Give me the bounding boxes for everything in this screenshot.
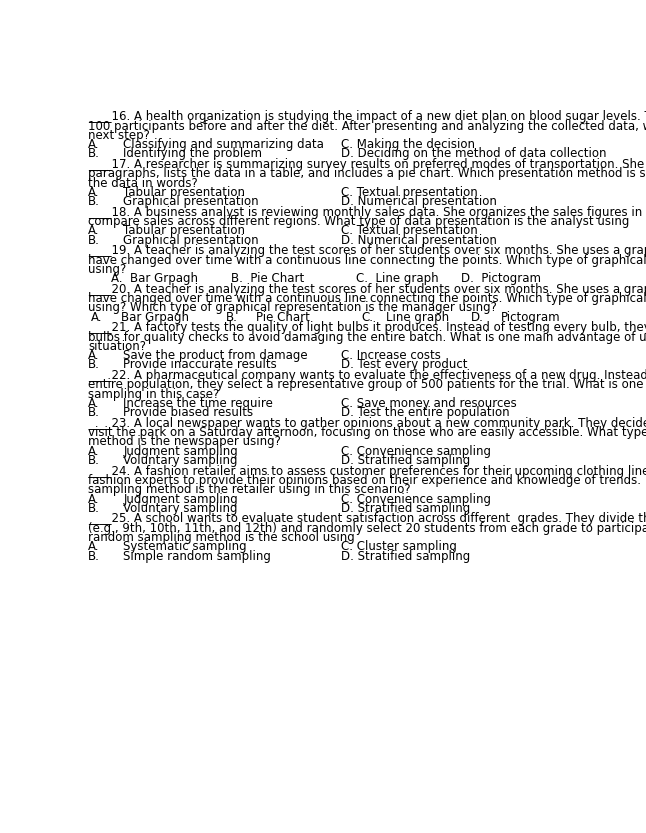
Text: visit the park on a Saturday afternoon, focusing on those who are easily accessi: visit the park on a Saturday afternoon, … <box>89 426 646 439</box>
Text: Voluntary sampling: Voluntary sampling <box>123 454 238 467</box>
Text: B.: B. <box>89 195 100 208</box>
Text: ____18. A business analyst is reviewing monthly sales data. She organizes the sa: ____18. A business analyst is reviewing … <box>89 206 646 219</box>
Text: C. Textual presentation: C. Textual presentation <box>341 186 478 199</box>
Text: Graphical presentation: Graphical presentation <box>123 195 259 208</box>
Text: ____20. A teacher is analyzing the test scores of her students over six months. : ____20. A teacher is analyzing the test … <box>89 282 646 296</box>
Text: C. Increase costs: C. Increase costs <box>341 349 441 362</box>
Text: D. Test every product: D. Test every product <box>341 358 468 372</box>
Text: ____17. A researcher is summarizing survey results on preferred modes of transpo: ____17. A researcher is summarizing surv… <box>89 158 646 171</box>
Text: ____19. A teacher is analyzing the test scores of her students over six months. : ____19. A teacher is analyzing the test … <box>89 244 646 257</box>
Text: have changed over time with a continuous line connecting the points. Which type : have changed over time with a continuous… <box>89 253 646 267</box>
Text: 100 participants before and after the diet. After presenting and analyzing the c: 100 participants before and after the di… <box>89 119 646 132</box>
Text: the data in words?: the data in words? <box>89 177 198 190</box>
Text: Identifying the problem: Identifying the problem <box>123 147 262 161</box>
Text: ____21. A factory tests the quality of light bulbs it produces. Instead of testi: ____21. A factory tests the quality of l… <box>89 322 646 334</box>
Text: D. Stratified sampling: D. Stratified sampling <box>341 550 470 562</box>
Text: Classifying and summarizing data: Classifying and summarizing data <box>123 138 324 151</box>
Text: Judgment sampling: Judgment sampling <box>123 445 238 457</box>
Text: D. Stratified sampling: D. Stratified sampling <box>341 454 470 467</box>
Text: D. Deciding on the method of data collection: D. Deciding on the method of data collec… <box>341 147 607 161</box>
Text: B.: B. <box>89 234 100 247</box>
Text: B.: B. <box>89 454 100 467</box>
Text: C. Convenience sampling: C. Convenience sampling <box>341 492 491 506</box>
Text: fashion experts to provide their opinions based on their experience and knowledg: fashion experts to provide their opinion… <box>89 474 646 487</box>
Text: B.: B. <box>89 147 100 161</box>
Text: B.: B. <box>89 550 100 562</box>
Text: B.: B. <box>89 358 100 372</box>
Text: A.: A. <box>89 397 99 410</box>
Text: C.  Line graph: C. Line graph <box>356 272 439 285</box>
Text: C. Save money and resources: C. Save money and resources <box>341 397 517 410</box>
Text: (e.g., 9th, 10th, 11th, and 12th) and randomly select 20 students from each grad: (e.g., 9th, 10th, 11th, and 12th) and ra… <box>89 521 646 535</box>
Text: A.: A. <box>89 138 99 151</box>
Text: Judgment sampling: Judgment sampling <box>123 492 238 506</box>
Text: Save the product from damage: Save the product from damage <box>123 349 308 362</box>
Text: A.: A. <box>89 445 99 457</box>
Text: A.: A. <box>90 311 102 324</box>
Text: C.: C. <box>361 311 373 324</box>
Text: paragraphs, lists the data in a table, and includes a pie chart. Which presentat: paragraphs, lists the data in a table, a… <box>89 167 646 180</box>
Text: D.  Pictogram: D. Pictogram <box>461 272 541 285</box>
Text: D. Stratified sampling: D. Stratified sampling <box>341 501 470 515</box>
Text: Tabular presentation: Tabular presentation <box>123 186 245 199</box>
Text: random sampling method is the school using: random sampling method is the school usi… <box>89 531 355 544</box>
Text: next step?: next step? <box>89 129 150 142</box>
Text: ____16. A health organization is studying the impact of a new diet plan on blood: ____16. A health organization is studyin… <box>89 110 646 123</box>
Text: Graphical presentation: Graphical presentation <box>123 234 259 247</box>
Text: sampling method is the retailer using in this scenario?: sampling method is the retailer using in… <box>89 483 411 496</box>
Text: Provide inaccurate results: Provide inaccurate results <box>123 358 277 372</box>
Text: compare sales across different regions. What type of data presentation is the an: compare sales across different regions. … <box>89 215 630 228</box>
Text: A.: A. <box>89 224 99 237</box>
Text: A.: A. <box>89 186 99 199</box>
Text: ____23. A local newspaper wants to gather opinions about a new community park. T: ____23. A local newspaper wants to gathe… <box>89 416 646 430</box>
Text: C. Cluster sampling: C. Cluster sampling <box>341 541 457 553</box>
Text: B.: B. <box>226 311 238 324</box>
Text: B.  Pie Chart: B. Pie Chart <box>231 272 304 285</box>
Text: Increase the time require: Increase the time require <box>123 397 273 410</box>
Text: D. Test the entire population: D. Test the entire population <box>341 407 510 419</box>
Text: C. Making the decision: C. Making the decision <box>341 138 475 151</box>
Text: C. Convenience sampling: C. Convenience sampling <box>341 445 491 457</box>
Text: Pie Chart: Pie Chart <box>256 311 310 324</box>
Text: B.: B. <box>89 501 100 515</box>
Text: Simple random sampling: Simple random sampling <box>123 550 271 562</box>
Text: Voluntary sampling: Voluntary sampling <box>123 501 238 515</box>
Text: ____24. A fashion retailer aims to assess customer preferences for their upcomin: ____24. A fashion retailer aims to asses… <box>89 465 646 477</box>
Text: Pictogram: Pictogram <box>501 311 561 324</box>
Text: have changed over time with a continuous line connecting the points. Which type : have changed over time with a continuous… <box>89 292 646 305</box>
Text: sampling in this case?: sampling in this case? <box>89 387 220 401</box>
Text: D.: D. <box>472 311 484 324</box>
Text: ____22. A pharmaceutical company wants to evaluate the effectiveness of a new dr: ____22. A pharmaceutical company wants t… <box>89 369 646 382</box>
Text: A.: A. <box>89 541 99 553</box>
Text: situation?: situation? <box>89 340 146 353</box>
Text: using?: using? <box>89 263 127 276</box>
Text: Tabular presentation: Tabular presentation <box>123 224 245 237</box>
Text: entire population, they select a representative group of 500 patients for the tr: entire population, they select a represe… <box>89 378 646 392</box>
Text: A.: A. <box>89 492 99 506</box>
Text: Systematic sampling: Systematic sampling <box>123 541 247 553</box>
Text: C. Textual presentation: C. Textual presentation <box>341 224 478 237</box>
Text: A.: A. <box>89 349 99 362</box>
Text: Provide biased results: Provide biased results <box>123 407 253 419</box>
Text: ____25. A school wants to evaluate student satisfaction across different  grades: ____25. A school wants to evaluate stude… <box>89 512 646 526</box>
Text: bulbs for quality checks to avoid damaging the entire batch. What is one main ad: bulbs for quality checks to avoid damagi… <box>89 331 646 343</box>
Text: Bar Grpagh: Bar Grpagh <box>121 311 189 324</box>
Text: D. Numerical presentation: D. Numerical presentation <box>341 234 497 247</box>
Text: B.: B. <box>89 407 100 419</box>
Text: A.  Bar Grpagh: A. Bar Grpagh <box>111 272 198 285</box>
Text: Line graph: Line graph <box>386 311 449 324</box>
Text: using? Which type of graphical representation is the manager using?: using? Which type of graphical represent… <box>89 302 497 314</box>
Text: D. Numerical presentation: D. Numerical presentation <box>341 195 497 208</box>
Text: method is the newspaper using?: method is the newspaper using? <box>89 436 281 448</box>
